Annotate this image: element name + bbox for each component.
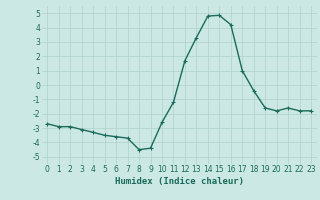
X-axis label: Humidex (Indice chaleur): Humidex (Indice chaleur) <box>115 177 244 186</box>
